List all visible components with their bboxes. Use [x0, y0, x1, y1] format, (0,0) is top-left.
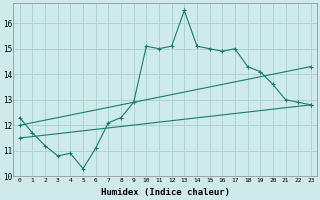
X-axis label: Humidex (Indice chaleur): Humidex (Indice chaleur) — [101, 188, 230, 197]
